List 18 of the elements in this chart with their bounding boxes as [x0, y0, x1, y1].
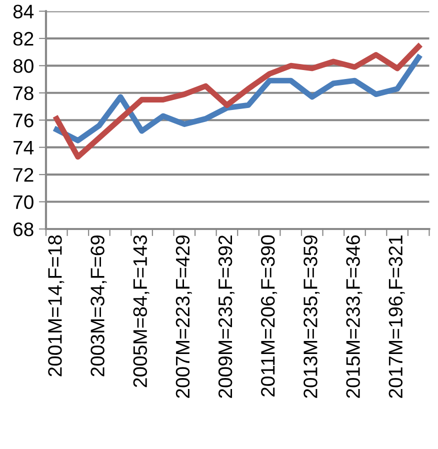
y-tick-label: 76	[14, 114, 34, 128]
y-tick-label: 74	[14, 140, 34, 154]
y-tick-label: 84	[13, 4, 34, 18]
x-tick-label: 2005M=84,F=143	[133, 235, 150, 388]
x-tick-label: 2017M=196,F=321	[388, 235, 405, 398]
y-tick-label: 80	[13, 59, 34, 73]
y-tick-label: 70	[14, 195, 34, 210]
x-tick-label: 2003M=34,F=69	[90, 235, 107, 376]
x-tick-label: 2013M=235,F=359	[304, 235, 320, 398]
x-tick-label: 2011M=206,F=390	[261, 235, 278, 396]
y-tick-label: 68	[14, 222, 34, 236]
x-tick-label: 2015M=233,F=346	[346, 235, 362, 398]
x-tick-label: 2001M=14,F=18	[48, 235, 64, 376]
y-tick-label: 78	[14, 86, 34, 100]
x-tick-label: 2007M=223,F=429	[176, 235, 192, 398]
y-tick-label: 82	[13, 32, 34, 46]
x-tick-label: 2009M=235,F=392	[218, 236, 234, 398]
y-tick-label: 72	[14, 168, 34, 182]
